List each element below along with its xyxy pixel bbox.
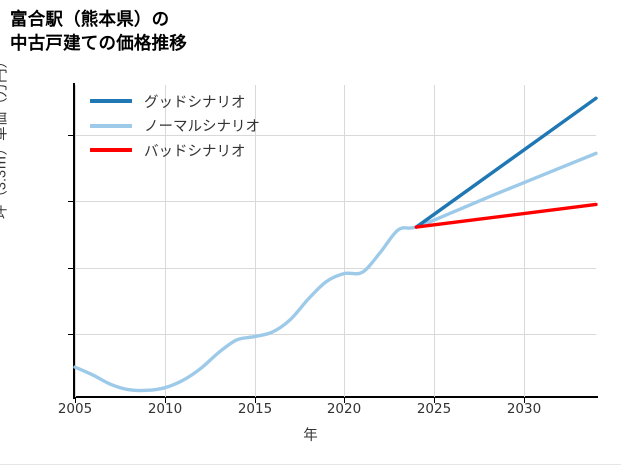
- legend-label-normal: ノーマルシナリオ: [144, 119, 260, 136]
- x-tick-label-2010: 2010: [147, 401, 183, 417]
- x-tick-mark-2030: [524, 398, 526, 403]
- y-tick-mark-70: [68, 201, 73, 203]
- x-tick-label-2015: 2015: [237, 401, 273, 417]
- y-axis-label: 坪（3.3㎡）単価（万円）: [0, 53, 10, 220]
- legend-item-bad: バッドシナリオ: [90, 138, 260, 163]
- gridline-x-2020: [344, 85, 345, 397]
- x-tick-mark-2020: [344, 398, 346, 403]
- gridline-y-80: [75, 135, 596, 136]
- gridline-x-2005: [75, 85, 76, 397]
- x-tick-mark-2010: [165, 398, 167, 403]
- x-tick-mark-2005: [75, 398, 77, 403]
- y-tick-mark-50: [68, 334, 73, 336]
- x-tick-mark-2015: [255, 398, 257, 403]
- gridline-y-70: [75, 201, 596, 202]
- legend-swatch-bad: [90, 148, 132, 153]
- legend-item-good: グッドシナリオ: [90, 89, 260, 114]
- gridline-y-60: [75, 268, 596, 269]
- x-tick-label-2005: 2005: [57, 401, 93, 417]
- x-tick-label-2020: 2020: [326, 401, 362, 417]
- y-tick-mark-80: [68, 135, 73, 137]
- x-axis-label: 年: [303, 428, 318, 444]
- x-tick-label-2030: 2030: [506, 401, 542, 417]
- gridline-x-2025: [434, 85, 435, 397]
- x-axis-spine: [73, 396, 598, 399]
- legend-swatch-normal: [90, 123, 132, 128]
- title-line-2: 中古戸建ての価格推移: [10, 32, 187, 53]
- legend-item-normal: ノーマルシナリオ: [90, 114, 260, 139]
- gridline-y-50: [75, 334, 596, 335]
- gridline-x-2030: [524, 85, 525, 397]
- legend-swatch-good: [90, 99, 132, 104]
- x-tick-mark-2025: [434, 398, 436, 403]
- legend-label-good: グッドシナリオ: [144, 94, 246, 111]
- y-tick-mark-60: [68, 268, 73, 270]
- chart-legend: グッドシナリオ ノーマルシナリオ バッドシナリオ: [90, 89, 260, 163]
- page-title: 富合駅（熊本県）の 中古戸建ての価格推移: [10, 8, 430, 55]
- legend-label-bad: バッドシナリオ: [144, 143, 246, 160]
- title-line-1: 富合駅（熊本県）の: [10, 9, 170, 29]
- x-tick-label-2025: 2025: [416, 401, 452, 417]
